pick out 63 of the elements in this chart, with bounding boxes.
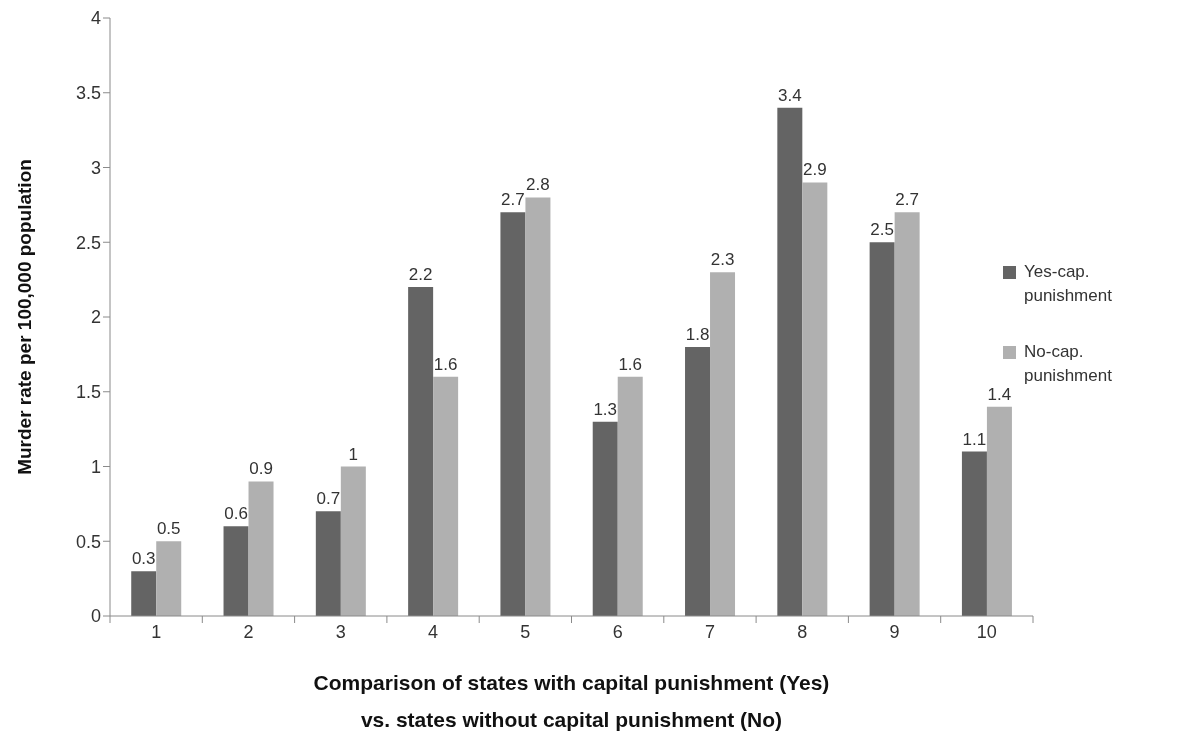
bar xyxy=(340,466,366,616)
data-label: 2.5 xyxy=(870,220,894,240)
bar xyxy=(592,421,618,616)
bar xyxy=(315,511,341,616)
bar xyxy=(248,481,274,616)
data-label: 0.5 xyxy=(156,519,181,539)
y-axis-title: Murder rate per 100,000 population xyxy=(13,159,35,475)
data-label: 2.7 xyxy=(501,190,525,210)
bar xyxy=(777,107,803,616)
y-tick-label: 4 xyxy=(90,8,101,29)
y-tick-label: 1 xyxy=(90,456,101,477)
data-label: 2.2 xyxy=(408,265,433,285)
data-label: 0.3 xyxy=(131,549,156,569)
x-tick-label: 6 xyxy=(612,622,623,642)
bar xyxy=(156,541,182,616)
data-label: 3.4 xyxy=(778,85,802,105)
bar xyxy=(986,406,1012,616)
y-tick-label: 2.5 xyxy=(75,232,101,253)
bar xyxy=(869,242,895,616)
bar xyxy=(223,526,249,616)
y-tick-label: 2 xyxy=(90,307,101,328)
x-tick-label: 3 xyxy=(335,622,346,642)
y-tick-label: 1.5 xyxy=(75,382,101,403)
x-tick-label: 10 xyxy=(976,622,997,642)
x-tick-label: 9 xyxy=(889,622,900,642)
x-axis-title: Comparison of states with capital punishment (Yes) vs. states without capital punishment (No) xyxy=(312,670,831,733)
data-label: 1.6 xyxy=(433,354,458,374)
x-tick-label: 4 xyxy=(428,622,439,642)
bar xyxy=(685,346,711,616)
x-tick-label: 5 xyxy=(520,622,531,642)
x-tick-label: 8 xyxy=(797,622,808,642)
legend-label: No-cap. punishment xyxy=(1024,341,1113,387)
y-tick-label: 3.5 xyxy=(75,83,101,104)
data-label: 1.8 xyxy=(685,324,710,344)
x-tick-label: 7 xyxy=(704,622,715,642)
bar xyxy=(617,376,643,616)
data-label: 1.3 xyxy=(593,399,618,419)
x-tick-label: 2 xyxy=(243,622,254,642)
bar xyxy=(500,212,526,616)
data-label: 2.3 xyxy=(710,250,735,270)
bar xyxy=(802,182,828,616)
data-label: 0.9 xyxy=(249,459,273,479)
data-label: 2.9 xyxy=(803,160,827,180)
data-label: 0.7 xyxy=(316,489,341,509)
data-label: 1.4 xyxy=(987,384,1012,404)
bar xyxy=(131,571,157,616)
y-tick-label: 0 xyxy=(90,606,101,627)
bar xyxy=(525,197,551,616)
data-label: 0.6 xyxy=(224,504,248,524)
data-label: 1 xyxy=(348,444,359,464)
data-label: 1.6 xyxy=(618,354,643,374)
x-tick-label: 1 xyxy=(151,622,162,642)
legend-label: Yes-cap. punishment xyxy=(1024,261,1113,307)
bar xyxy=(894,212,920,616)
y-tick-label: 0.5 xyxy=(75,531,101,552)
y-tick-label: 3 xyxy=(90,157,101,178)
bar xyxy=(961,451,987,616)
bar xyxy=(408,287,434,616)
data-label: 1.1 xyxy=(962,429,987,449)
bar xyxy=(433,376,459,616)
data-label: 2.8 xyxy=(526,175,550,195)
bar xyxy=(710,272,736,616)
data-label: 2.7 xyxy=(895,190,919,210)
